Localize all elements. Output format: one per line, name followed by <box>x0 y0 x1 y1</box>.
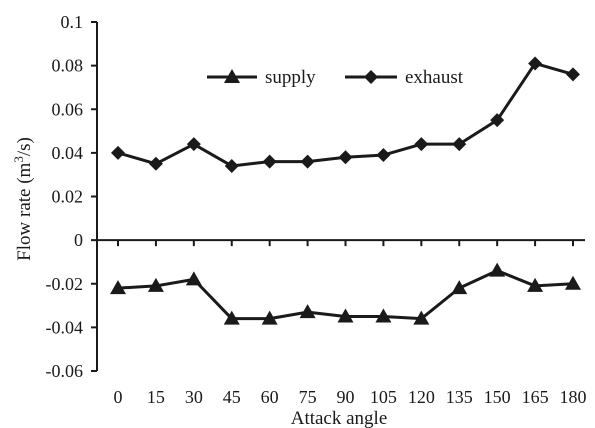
x-tick-label: 120 <box>408 387 435 407</box>
series-group <box>110 56 581 325</box>
x-tick-label: 165 <box>522 387 549 407</box>
y-axis-title-superscript: 3 <box>11 156 26 163</box>
legend-item-exhaust: exhaust <box>345 67 464 88</box>
data-point-exhaust <box>452 137 467 152</box>
y-tick-labels: 0.1 0.08 0.06 0.04 0.02 0 -0.02 -0.04 -0.06 <box>46 12 97 381</box>
x-tick-label: 105 <box>370 387 397 407</box>
x-tick-label: 60 <box>261 387 279 407</box>
data-point-supply <box>337 308 354 323</box>
data-point-supply <box>147 277 164 292</box>
y-tick-label: 0.04 <box>52 143 84 163</box>
data-point-exhaust <box>414 137 429 152</box>
y-axis-title-main: Flow rate (m <box>14 162 35 260</box>
x-tick-label: 15 <box>147 387 165 407</box>
data-point-supply <box>299 304 316 319</box>
data-point-exhaust <box>528 56 543 71</box>
data-point-exhaust <box>300 154 315 169</box>
legend-label-supply: supply <box>265 67 316 88</box>
data-point-exhaust <box>186 137 201 152</box>
data-point-exhaust <box>148 156 163 171</box>
series-supply <box>110 262 581 325</box>
data-point-supply <box>489 262 506 277</box>
data-point-exhaust <box>262 154 277 169</box>
y-tick-label: 0 <box>74 230 83 250</box>
y-tick-label: -0.04 <box>46 317 84 337</box>
series-exhaust <box>111 56 580 173</box>
legend-marker-exhaust <box>364 70 378 84</box>
y-tick-label: 0.1 <box>61 12 84 32</box>
x-tick-label: 30 <box>185 387 203 407</box>
data-point-supply <box>527 277 544 292</box>
y-axis-title-end: /s) <box>14 137 35 156</box>
x-tick-label: 90 <box>337 387 355 407</box>
data-point-supply <box>110 280 126 295</box>
y-axis-title: Flow rate (m3/s) <box>11 137 35 261</box>
data-point-exhaust <box>338 150 353 165</box>
x-tick-label: 75 <box>299 387 317 407</box>
x-tick-labels: 0 15 30 45 60 75 90 105 120 135 150 165 180 <box>114 240 587 407</box>
data-point-supply <box>451 280 468 295</box>
x-tick-label: 45 <box>223 387 241 407</box>
x-tick-label: 0 <box>114 387 123 407</box>
data-point-supply <box>261 310 278 325</box>
y-tick-label: -0.06 <box>46 361 84 381</box>
legend-item-supply: supply <box>207 67 316 88</box>
legend: supply exhaust <box>207 67 464 88</box>
data-point-supply <box>223 310 240 325</box>
data-point-supply <box>413 310 430 325</box>
data-point-exhaust <box>376 148 391 163</box>
data-point-supply <box>565 275 581 290</box>
x-tick-label: 180 <box>560 387 587 407</box>
data-point-exhaust <box>490 113 505 128</box>
data-point-exhaust <box>111 145 125 160</box>
y-tick-label: -0.02 <box>46 274 84 294</box>
data-point-exhaust <box>224 158 239 173</box>
x-axis-title: Attack angle <box>291 408 388 428</box>
legend-label-exhaust: exhaust <box>405 67 464 88</box>
data-point-supply <box>375 308 392 323</box>
y-tick-label: 0.06 <box>52 99 84 119</box>
y-tick-label: 0.08 <box>52 56 84 76</box>
data-point-exhaust <box>566 67 580 82</box>
legend-marker-supply <box>224 69 240 83</box>
x-tick-label: 150 <box>484 387 511 407</box>
x-tick-label: 135 <box>446 387 473 407</box>
y-tick-label: 0.02 <box>52 187 84 207</box>
data-point-supply <box>185 271 202 286</box>
